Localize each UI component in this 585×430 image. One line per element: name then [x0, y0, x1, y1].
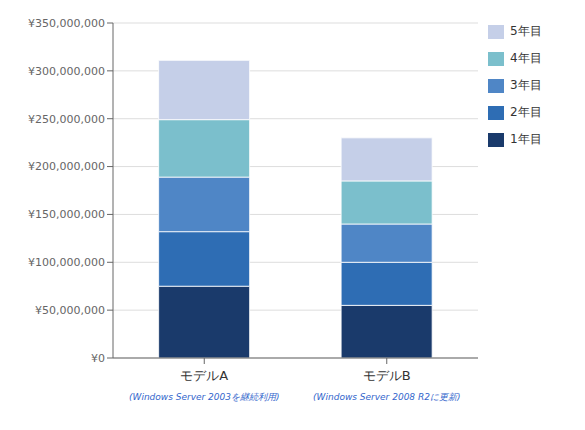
svg-text:¥50,000,000: ¥50,000,000: [35, 304, 105, 317]
html-text:1年目: 1年目: [510, 132, 542, 146]
svg-text:¥100,000,000: ¥100,000,000: [28, 256, 105, 269]
svg-text:モデルB: モデルB: [363, 368, 411, 383]
html-text:5年目: 5年目: [510, 24, 542, 38]
svg-text:¥350,000,000: ¥350,000,000: [28, 17, 105, 30]
svg-text:¥150,000,000: ¥150,000,000: [28, 208, 105, 221]
svg-text:¥300,000,000: ¥300,000,000: [28, 65, 105, 78]
svg-text:モデルA: モデルA: [180, 368, 228, 383]
svg-text:(Windows Server 2003を継続利用): (Windows Server 2003を継続利用): [129, 392, 280, 402]
html-text:4年目: 4年目: [510, 51, 542, 65]
svg-text:¥200,000,000: ¥200,000,000: [28, 160, 105, 173]
svg-text:¥0: ¥0: [91, 352, 105, 365]
svg-text:(Windows Server 2008 R2に更新): (Windows Server 2008 R2に更新): [313, 392, 460, 402]
svg-text:¥250,000,000: ¥250,000,000: [28, 113, 105, 126]
html-text:3年目: 3年目: [510, 78, 542, 92]
html-text:2年目: 2年目: [510, 105, 542, 119]
